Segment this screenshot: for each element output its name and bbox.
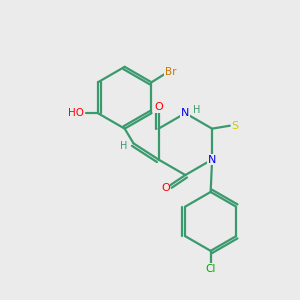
Text: N: N <box>181 108 190 118</box>
Text: H: H <box>120 141 128 151</box>
Text: H: H <box>193 105 200 115</box>
Text: Cl: Cl <box>206 263 216 274</box>
Text: HO: HO <box>68 108 84 118</box>
Text: O: O <box>154 103 163 112</box>
Text: S: S <box>232 121 238 131</box>
Text: N: N <box>208 154 216 165</box>
Text: O: O <box>161 183 170 193</box>
Text: Br: Br <box>165 67 176 77</box>
